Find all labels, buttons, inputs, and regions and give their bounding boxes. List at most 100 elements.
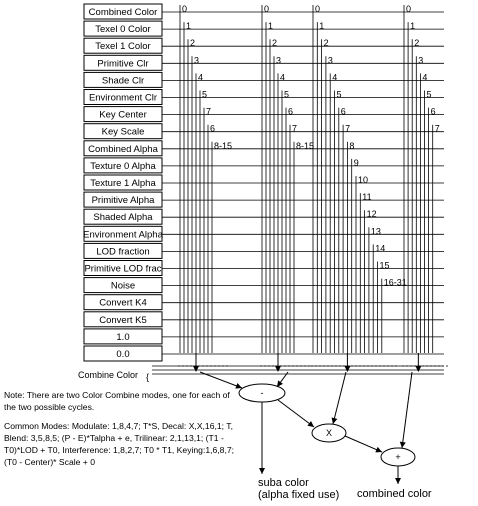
source-label: Texture 1 Alpha bbox=[90, 178, 156, 189]
mux-tick-label: 7 bbox=[345, 124, 350, 134]
source-box: Texel 0 Color bbox=[83, 20, 163, 37]
mux-tick-label: 2 bbox=[190, 38, 195, 48]
source-bus-lines bbox=[162, 11, 444, 355]
mux-column: 0 1 2 3 4 5 6 7 8-15 bbox=[260, 4, 314, 372]
source-label: Primitive Clr bbox=[97, 58, 148, 69]
source-label: Primitive LOD frac bbox=[84, 264, 161, 275]
source-label: Combined Color bbox=[89, 7, 158, 18]
arrow-head bbox=[259, 468, 265, 474]
mux-tick-label: 1 bbox=[186, 21, 191, 31]
source-box: Primitive LOD frac bbox=[83, 260, 163, 276]
mux-tick-label: 3 bbox=[418, 55, 423, 65]
mux-tick-label: 6 bbox=[288, 107, 293, 117]
source-box: Convert K4 bbox=[83, 294, 163, 311]
mux-tick-label: 6 bbox=[341, 107, 346, 117]
arrow-head bbox=[399, 441, 406, 448]
sub-result-arrow bbox=[277, 399, 315, 428]
mux-tick-label: 9 bbox=[354, 158, 359, 168]
mux-tick-label: 2 bbox=[414, 38, 419, 48]
source-label: Texel 0 Color bbox=[95, 24, 150, 35]
source-box: Combined Alpha bbox=[83, 140, 163, 157]
source-box: Combined Color bbox=[83, 3, 163, 20]
arrow-head bbox=[344, 366, 351, 372]
mux-tick-label: 10 bbox=[358, 175, 368, 185]
sub-a-arrow bbox=[199, 371, 243, 389]
source-label: Key Scale bbox=[102, 127, 145, 138]
suba-alpha-note: (alpha fixed use) bbox=[258, 489, 340, 501]
mux-tick-label: 0 bbox=[406, 4, 411, 14]
mul-c-arrow bbox=[332, 371, 347, 425]
mux-tick-label: 6 bbox=[210, 124, 215, 134]
mux-tick-label: 4 bbox=[422, 72, 427, 82]
subtract-symbol: - bbox=[261, 388, 264, 398]
add-symbol: + bbox=[395, 452, 400, 462]
mux-columns: 012345768-15012345678-150123456789101112… bbox=[178, 4, 449, 372]
mux-tick-label: 4 bbox=[198, 72, 203, 82]
mux-tick-label: 4 bbox=[332, 72, 337, 82]
multiply-symbol: X bbox=[326, 428, 332, 438]
source-list: Combined Color Texel 0 Color Texel 1 Color… bbox=[83, 3, 164, 362]
mux-column: 0 1 2 3 45 6 7 bbox=[402, 4, 449, 372]
mux-tick-label: 12 bbox=[367, 209, 377, 219]
mux-tick-label: 7 bbox=[292, 124, 297, 134]
source-box: Texel 1 Color bbox=[83, 37, 163, 54]
mux-tick-label: 2 bbox=[272, 38, 277, 48]
common-modes-text: Common Modes: Modulate: 1,8,4,7; T*S, De… bbox=[4, 421, 235, 467]
arrow-head bbox=[193, 366, 199, 372]
arrow-head bbox=[307, 421, 314, 427]
mux-tick-label: 1 bbox=[268, 21, 273, 31]
source-label: Combined Alpha bbox=[88, 144, 158, 155]
source-box: Noise bbox=[83, 277, 163, 294]
mux-tick-label: 3 bbox=[276, 55, 281, 65]
source-label: 0.0 bbox=[116, 349, 129, 360]
source-label: Primitive Alpha bbox=[92, 195, 156, 206]
mux-tick-label: 5 bbox=[427, 90, 432, 100]
mux-column: 0 1 2 3 4 5 7 6 8-15 bbox=[178, 4, 232, 372]
mux-tick-label: 0 bbox=[315, 4, 320, 14]
source-box: Shaded Alpha bbox=[83, 208, 163, 225]
mux-tick-label: 4 bbox=[280, 72, 285, 82]
mux-tick-label: 8-15 bbox=[296, 141, 314, 151]
source-box: Shade Clr bbox=[83, 71, 163, 88]
mux-tick-label: 2 bbox=[324, 38, 329, 48]
source-label: Key Center bbox=[99, 110, 147, 121]
source-box: LOD fraction bbox=[83, 242, 163, 259]
mux-tick-label: 15 bbox=[380, 261, 390, 271]
arrow-head bbox=[235, 383, 242, 389]
source-box: Key Center bbox=[83, 106, 163, 123]
mux-tick-label: 1 bbox=[410, 21, 415, 31]
mux-tick-label: 1 bbox=[319, 21, 324, 31]
arrow-head bbox=[415, 366, 422, 372]
combine-brace: { bbox=[146, 372, 149, 382]
mux-tick-label: 8-15 bbox=[214, 141, 232, 151]
mux-tick-label: 0 bbox=[264, 4, 269, 14]
mux-tick-label: 7 bbox=[435, 124, 440, 134]
mux-tick-label: 16-31 bbox=[384, 278, 407, 288]
source-box: Primitive Alpha bbox=[83, 191, 163, 208]
combined-color-output-label: combined color bbox=[357, 488, 432, 500]
mux-tick-label: 3 bbox=[328, 55, 333, 65]
mul-result-arrow bbox=[344, 435, 383, 453]
mux-tick-label: 8 bbox=[349, 141, 354, 151]
source-box: 1.0 bbox=[83, 328, 163, 345]
source-box: Convert K5 bbox=[83, 311, 163, 328]
source-label: 1.0 bbox=[116, 332, 129, 343]
add-d-arrow bbox=[401, 371, 413, 449]
mux-tick-label: 11 bbox=[362, 192, 371, 202]
source-box: 0.0 bbox=[83, 345, 163, 362]
source-box: Key Scale bbox=[83, 123, 163, 140]
source-label: Noise bbox=[111, 281, 135, 292]
mux-tick-label: 13 bbox=[371, 226, 381, 236]
source-box: Texture 1 Alpha bbox=[83, 174, 163, 191]
suba-color-label: suba color bbox=[258, 477, 309, 489]
combine-flow: Combine Color { - X + bbox=[78, 365, 444, 484]
source-label: Convert K4 bbox=[99, 298, 147, 309]
mux-tick-label: 14 bbox=[375, 243, 385, 253]
arrow-head bbox=[395, 478, 401, 484]
mux-tick-label: 3 bbox=[194, 55, 199, 65]
source-label: Shaded Alpha bbox=[93, 212, 153, 223]
mux-tick-label: 5 bbox=[202, 90, 207, 100]
arrow-head bbox=[331, 417, 338, 424]
